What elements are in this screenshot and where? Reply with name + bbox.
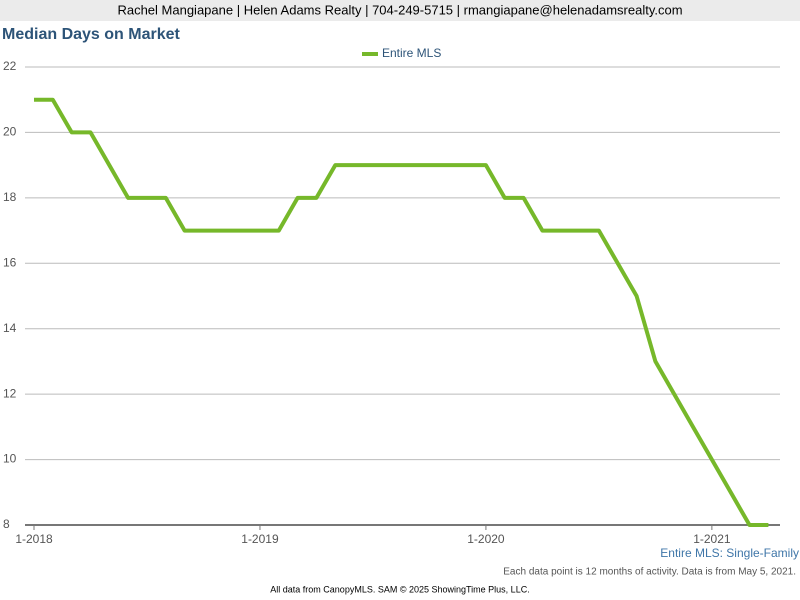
subtitle: Entire MLS: Single-Family [660, 546, 799, 560]
header-band [0, 0, 800, 21]
legend-label: Entire MLS [382, 46, 441, 60]
note: Each data point is 12 months of activity… [503, 567, 796, 578]
y-tick-label: 18 [3, 190, 17, 204]
chart-title: Median Days on Market [2, 26, 181, 43]
y-tick-label: 22 [3, 59, 17, 73]
x-tick-label: 1-2019 [241, 532, 279, 546]
footer: All data from CanopyMLS. SAM © 2025 Show… [270, 584, 529, 594]
x-tick-label: 1-2021 [693, 532, 731, 546]
header: Rachel Mangiapane | Helen Adams Realty |… [117, 2, 682, 17]
data-line [34, 97, 769, 527]
y-tick-label: 12 [3, 386, 17, 400]
y-tick-label: 20 [3, 125, 17, 139]
y-tick-label: 10 [3, 452, 17, 466]
x-tick-label: 1-2020 [467, 532, 505, 546]
y-tick-label: 16 [3, 255, 17, 269]
x-tick-label: 1-2018 [15, 532, 53, 546]
y-tick-label: 14 [3, 321, 17, 335]
y-tick-label: 8 [3, 517, 10, 531]
